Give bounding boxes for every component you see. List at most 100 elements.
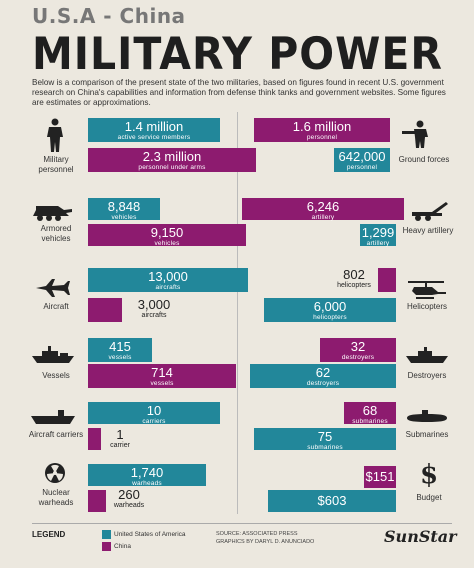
label-cn-nuclear-warheads: 260 warheads bbox=[108, 488, 150, 510]
bar-us-heavy-artillery: 1,299 artillery bbox=[360, 224, 396, 247]
bar-cn-heavy-artillery: 6,246 artillery bbox=[242, 198, 404, 221]
bar-cn-ground-forces: 1.6 million personnel bbox=[254, 118, 390, 142]
label-cn-aircraft-carriers: 1 carrier bbox=[104, 428, 136, 450]
legend-label-us: United States of America bbox=[114, 531, 186, 538]
legend-label-cn: China bbox=[114, 543, 131, 550]
category-nuclear-warheads: Nuclear warheads bbox=[38, 488, 74, 507]
intro-text: Below is a comparison of the present sta… bbox=[32, 78, 446, 107]
unit: carriers bbox=[142, 418, 166, 425]
category-destroyers: Destroyers bbox=[407, 371, 447, 380]
legend-swatch-cn bbox=[102, 542, 111, 551]
value: 260 bbox=[118, 487, 140, 502]
value: 415 bbox=[109, 339, 131, 354]
value: 8,848 bbox=[107, 199, 141, 214]
category-submarines: Submarines bbox=[405, 430, 449, 439]
bar-us-military-personnel: 1.4 million active service members bbox=[88, 118, 220, 142]
unit: artillery bbox=[366, 240, 390, 247]
radiation-icon bbox=[44, 462, 66, 489]
value: 1.6 million bbox=[292, 119, 352, 134]
bar-cn-aircraft-carriers bbox=[88, 428, 101, 450]
artillery-icon bbox=[408, 200, 450, 227]
soldier-icon bbox=[44, 118, 66, 157]
unit: vehicles bbox=[154, 240, 180, 247]
bar-us-aircraft: 13,000 aircrafts bbox=[88, 268, 248, 292]
value: 9,150 bbox=[150, 225, 184, 240]
category-budget: Budget bbox=[416, 493, 442, 502]
value: 75 bbox=[317, 429, 333, 444]
value: 6,246 bbox=[306, 199, 340, 214]
bar-cn-nuclear-warheads bbox=[88, 490, 106, 512]
value: 68 bbox=[362, 403, 378, 418]
bar-us-nuclear-warheads: 1,740 warheads bbox=[88, 464, 206, 487]
value: 1.4 million bbox=[124, 119, 184, 134]
unit: warheads bbox=[113, 502, 145, 509]
unit: aircrafts bbox=[155, 284, 181, 291]
dollar-icon: $ bbox=[420, 460, 439, 490]
value: 10 bbox=[146, 403, 162, 418]
unit: destroyers bbox=[306, 380, 340, 387]
unit: helicopters bbox=[337, 282, 371, 289]
legend-title: LEGEND bbox=[32, 530, 66, 539]
bar-us-aircraft-carriers: 10 carriers bbox=[88, 402, 220, 425]
category-ground-forces: Ground forces bbox=[398, 155, 450, 164]
footer-divider bbox=[32, 523, 452, 524]
unit: warheads bbox=[132, 480, 162, 487]
submarine-icon bbox=[404, 410, 450, 429]
bar-us-budget: $603 bbox=[268, 490, 396, 512]
value: 1,740 bbox=[130, 465, 164, 480]
value: 2.3 million bbox=[142, 149, 202, 164]
aircraft-carrier-icon bbox=[30, 408, 76, 431]
unit: active service members bbox=[117, 134, 191, 141]
unit: submarines bbox=[352, 418, 388, 425]
bar-us-destroyers: 62 destroyers bbox=[250, 364, 396, 388]
unit: destroyers bbox=[341, 354, 375, 361]
category-vessels: Vessels bbox=[42, 371, 70, 380]
value: 13,000 bbox=[148, 269, 188, 284]
label-cn-helicopters: 802 helicopters bbox=[324, 268, 384, 290]
bar-us-helicopters: 6,000 helicopters bbox=[264, 298, 396, 322]
value: 802 bbox=[343, 267, 365, 282]
value: 62 bbox=[315, 365, 331, 380]
unit: personnel bbox=[346, 164, 378, 171]
category-aircraft-carriers: Aircraft carriers bbox=[28, 430, 84, 439]
value: 1 bbox=[116, 427, 124, 442]
unit: helicopters bbox=[313, 314, 347, 321]
source-credit: SOURCE: ASSOCIATED PRESS GRAPHICS BY DAR… bbox=[216, 530, 314, 546]
value: $151 bbox=[365, 469, 395, 484]
bar-cn-budget: $151 bbox=[364, 466, 396, 488]
category-heavy-artillery: Heavy artillery bbox=[402, 226, 454, 235]
center-divider bbox=[237, 112, 238, 514]
source-line: SOURCE: ASSOCIATED PRESS bbox=[216, 531, 298, 537]
bar-cn-vessels: 714 vessels bbox=[88, 364, 236, 388]
value: 32 bbox=[350, 339, 366, 354]
helicopter-icon bbox=[404, 280, 448, 305]
jet-icon bbox=[34, 278, 70, 303]
brand-logo: SunStar bbox=[384, 527, 457, 546]
label-cn-aircraft: 3,000 aircrafts bbox=[124, 298, 184, 320]
bar-us-ground-forces: 642,000 personnel bbox=[334, 148, 390, 172]
bar-cn-submarines: 68 submarines bbox=[344, 402, 396, 425]
value: 6,000 bbox=[313, 299, 347, 314]
value: 714 bbox=[151, 365, 173, 380]
unit: submarines bbox=[307, 444, 343, 451]
category-helicopters: Helicopters bbox=[406, 302, 447, 311]
unit: artillery bbox=[311, 214, 335, 221]
unit: personnel under arms bbox=[138, 164, 206, 171]
category-armored-vehicles: Armored vehicles bbox=[40, 224, 72, 243]
category-aircraft: Aircraft bbox=[43, 302, 69, 311]
unit: vessels bbox=[150, 380, 174, 387]
unit: vehicles bbox=[111, 214, 137, 221]
bar-cn-military-personnel: 2.3 million personnel under arms bbox=[88, 148, 256, 172]
value: $603 bbox=[317, 493, 347, 508]
bar-us-armored-vehicles: 8,848 vehicles bbox=[88, 198, 160, 221]
destroyer-icon bbox=[404, 346, 450, 369]
bar-us-submarines: 75 submarines bbox=[254, 428, 396, 451]
value: 1,299 bbox=[361, 225, 395, 240]
unit: vessels bbox=[108, 354, 132, 361]
unit: personnel bbox=[306, 134, 338, 141]
bar-cn-armored-vehicles: 9,150 vehicles bbox=[88, 224, 246, 247]
bar-us-vessels: 415 vessels bbox=[88, 338, 152, 362]
bar-cn-aircraft bbox=[88, 298, 122, 322]
bar-cn-helicopters bbox=[378, 268, 396, 292]
graphics-credit-line: GRAPHICS BY DARYL D. ANUNCIADO bbox=[216, 539, 315, 545]
